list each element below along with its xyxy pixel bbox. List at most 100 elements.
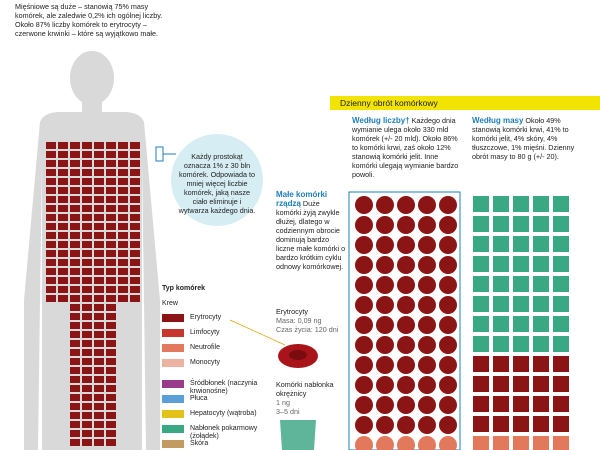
cell-square — [493, 376, 509, 392]
cell — [94, 214, 104, 221]
cell-grid — [46, 142, 140, 446]
cell — [82, 259, 92, 266]
cell-dot — [418, 396, 436, 414]
legend-label: Nabłonek pokarmowy (żołądek) — [190, 425, 258, 440]
cell — [82, 241, 92, 248]
cell-square — [513, 276, 529, 292]
cell-square — [513, 376, 529, 392]
cell — [82, 439, 92, 446]
cell — [70, 376, 80, 383]
cell-dot — [376, 396, 394, 414]
cell — [70, 349, 80, 356]
cell — [106, 214, 116, 221]
cell-dot — [397, 316, 415, 334]
cell — [130, 250, 140, 257]
cell — [94, 439, 104, 446]
cell — [58, 151, 68, 158]
cell-dot — [439, 236, 457, 254]
cell-square — [513, 396, 529, 412]
cell — [130, 295, 140, 302]
cell — [130, 214, 140, 221]
cell-dot — [439, 436, 457, 450]
cell — [58, 205, 68, 212]
legend-swatch — [162, 344, 184, 352]
erythrocyte-mass: Masa: 0,09 ng — [276, 316, 322, 325]
cell-square — [473, 216, 489, 232]
cell-square — [493, 396, 509, 412]
cell — [82, 196, 92, 203]
cell — [94, 277, 104, 284]
cell-dot — [418, 236, 436, 254]
bracket — [155, 146, 164, 162]
cell — [82, 394, 92, 401]
cell — [70, 169, 80, 176]
cell-dot — [418, 436, 436, 450]
cell-square — [533, 256, 549, 272]
cell — [70, 259, 80, 266]
cell — [70, 313, 80, 320]
cell-square — [553, 376, 569, 392]
cell — [118, 187, 128, 194]
cell — [94, 403, 104, 410]
bubble — [171, 134, 263, 226]
cell — [106, 169, 116, 176]
cell — [70, 394, 80, 401]
cell-square — [513, 316, 529, 332]
cell-square — [473, 436, 489, 450]
cell — [70, 421, 80, 428]
cell — [94, 250, 104, 257]
cell — [106, 160, 116, 167]
cell-square — [473, 316, 489, 332]
cell-square — [493, 436, 509, 450]
cell-square — [473, 356, 489, 372]
erythrocyte-lifespan: Czas życia: 120 dni — [276, 325, 339, 334]
cell-square — [553, 256, 569, 272]
cell — [46, 250, 56, 257]
cell-square — [473, 396, 489, 412]
cell-dot — [376, 296, 394, 314]
cell — [46, 187, 56, 194]
cell-dot — [439, 296, 457, 314]
cell — [58, 295, 68, 302]
cell — [94, 349, 104, 356]
cell — [94, 241, 104, 248]
cell — [58, 214, 68, 221]
cell-square — [533, 316, 549, 332]
cell — [130, 142, 140, 149]
cell-square — [473, 256, 489, 272]
cell — [82, 286, 92, 293]
colon-lifespan: 3–5 dni — [276, 407, 300, 416]
cell-square — [533, 356, 549, 372]
cell — [82, 322, 92, 329]
cell — [58, 187, 68, 194]
cell-dot — [397, 256, 415, 274]
cell — [94, 268, 104, 275]
cell — [130, 223, 140, 230]
cell — [46, 160, 56, 167]
cell — [94, 205, 104, 212]
cell-dot — [397, 336, 415, 354]
cell-square — [473, 336, 489, 352]
cell-dot — [376, 276, 394, 294]
cell — [46, 259, 56, 266]
bubble-text: Każdy prostokąt oznacza 1% z 30 bln komó… — [178, 152, 256, 215]
cell-square — [473, 296, 489, 312]
cell-dot — [418, 276, 436, 294]
cell — [130, 187, 140, 194]
cell-dot — [397, 236, 415, 254]
cell-dot — [439, 216, 457, 234]
cell — [82, 250, 92, 257]
cell — [82, 430, 92, 437]
cell-square — [533, 196, 549, 212]
count-text: Według liczby† Każdego dnia wymianie ule… — [352, 116, 464, 179]
cell — [94, 286, 104, 293]
cell-dot — [439, 356, 457, 374]
cell-square — [473, 416, 489, 432]
colon-info: Komórki nabłonka okrężnicy 1 ng 3–5 dni — [276, 380, 346, 416]
cell-dot — [355, 276, 373, 294]
cell-dot — [376, 316, 394, 334]
cell — [94, 376, 104, 383]
cell-dot — [418, 296, 436, 314]
cell — [118, 214, 128, 221]
cell — [46, 151, 56, 158]
